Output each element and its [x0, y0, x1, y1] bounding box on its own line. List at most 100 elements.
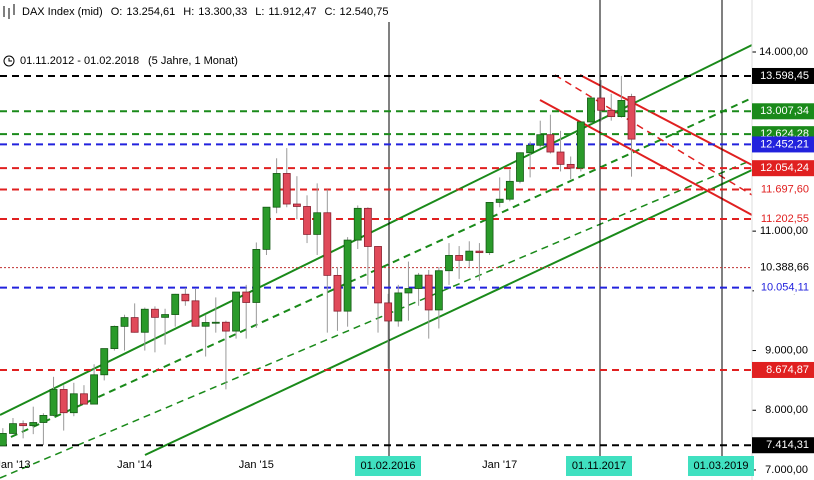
x-tick-label: Jan '14 — [117, 459, 152, 471]
candle-body — [343, 239, 352, 312]
candle-body — [485, 202, 494, 254]
x-tick-label: Jan '13 — [0, 459, 31, 471]
y-tick-label: 9.000,00 — [765, 344, 808, 356]
header: DAX Index (mid) O: 13.254,61 H: 13.300,33 L: 1… — [22, 6, 388, 18]
candle-body — [465, 250, 474, 261]
candle-body — [39, 414, 48, 423]
header-part: 12.540,75 — [340, 6, 389, 18]
candle-body — [505, 180, 514, 200]
marker-label: 01.02.2016 — [360, 460, 415, 472]
level-label: 13.007,34 — [760, 105, 809, 117]
candle-body — [546, 134, 555, 153]
level-box — [754, 260, 814, 275]
level-label: 10.388,66 — [760, 262, 809, 274]
candle-body — [282, 173, 291, 205]
candle-body — [232, 291, 240, 332]
candle-body — [566, 163, 575, 169]
candle-body — [445, 255, 453, 272]
candle-body — [333, 274, 342, 312]
candle-body — [140, 308, 149, 333]
clock-icon — [3, 55, 15, 67]
candle-body — [587, 97, 595, 123]
candle-body — [191, 300, 200, 327]
candle-body — [536, 134, 545, 146]
level-box — [752, 361, 814, 378]
level-label: 8.674,87 — [766, 364, 809, 376]
candle-body — [262, 206, 271, 250]
candle-body — [323, 212, 332, 276]
candle-body — [526, 144, 535, 154]
period: (5 Jahre, 1 Monat) — [148, 55, 238, 67]
header-part: DAX Index (mid) — [22, 6, 103, 18]
marker-box — [566, 456, 632, 476]
level-label: 10.054,11 — [761, 282, 809, 294]
level-label: 11.697,60 — [761, 183, 809, 195]
candle-body — [80, 393, 88, 405]
candle-body — [272, 173, 281, 208]
candle-body — [576, 121, 585, 169]
x-tick-label: Jan '17 — [482, 459, 517, 471]
level-label: 11.202,55 — [761, 213, 809, 225]
level-box — [752, 437, 814, 454]
candle-body — [252, 249, 261, 303]
candle-body — [69, 393, 78, 414]
marker-box — [688, 456, 754, 476]
level-box — [752, 103, 814, 120]
candle-body — [59, 389, 68, 414]
level-box — [754, 212, 814, 227]
level-box — [752, 160, 814, 177]
header-part: O: — [111, 6, 123, 18]
channel-line — [0, 44, 753, 416]
candle-body — [90, 374, 98, 405]
level-box — [752, 67, 814, 84]
y-tick-label: 14.000,00 — [759, 46, 808, 58]
candle-body — [130, 317, 139, 333]
candle-body — [303, 206, 311, 235]
clock-hands — [8, 58, 12, 62]
candle-body — [19, 423, 28, 427]
candle-body — [0, 433, 7, 447]
chart-icon — [3, 4, 15, 19]
candle-body — [120, 317, 129, 327]
level-label: 12.452,21 — [760, 138, 809, 150]
header-part: H: — [183, 6, 194, 18]
levels — [0, 0, 752, 456]
candle-body — [201, 322, 210, 327]
header-bg — [0, 0, 460, 22]
candle-body — [242, 291, 251, 303]
y-tick-label: 11.000,00 — [760, 225, 808, 237]
candle-body — [434, 270, 443, 311]
y-tick-label: 8.000,00 — [765, 404, 808, 416]
candle-body — [495, 198, 504, 203]
candle-body — [475, 250, 484, 254]
candle-body — [151, 308, 159, 318]
candle-body — [313, 212, 322, 235]
candle-body — [424, 274, 433, 311]
header-part: C: — [325, 6, 336, 18]
candle-body — [414, 274, 423, 289]
candle-body — [9, 423, 17, 434]
candle-body — [292, 203, 301, 207]
candle-body — [384, 302, 393, 322]
candle-body — [100, 348, 109, 376]
marker-label: 01.11.2017 — [572, 460, 626, 472]
candle-body — [110, 325, 119, 349]
header-part: L: — [255, 6, 264, 18]
candles — [0, 75, 636, 447]
candle-body — [29, 422, 38, 427]
candle-body — [516, 152, 524, 182]
candle-body — [181, 293, 190, 302]
candle-body — [597, 97, 605, 111]
candle-body — [627, 96, 636, 140]
y-tick-label: 7.000,00 — [765, 464, 808, 476]
trend-lines — [0, 44, 753, 479]
candle-body — [161, 314, 169, 318]
down-trend-line — [579, 74, 753, 166]
level-box — [754, 182, 814, 197]
level-label: 12.054,24 — [760, 162, 809, 174]
level-box — [752, 136, 814, 153]
candle-body — [211, 321, 220, 324]
date-range: 01.11.2012 - 01.02.2018 — [20, 55, 139, 67]
